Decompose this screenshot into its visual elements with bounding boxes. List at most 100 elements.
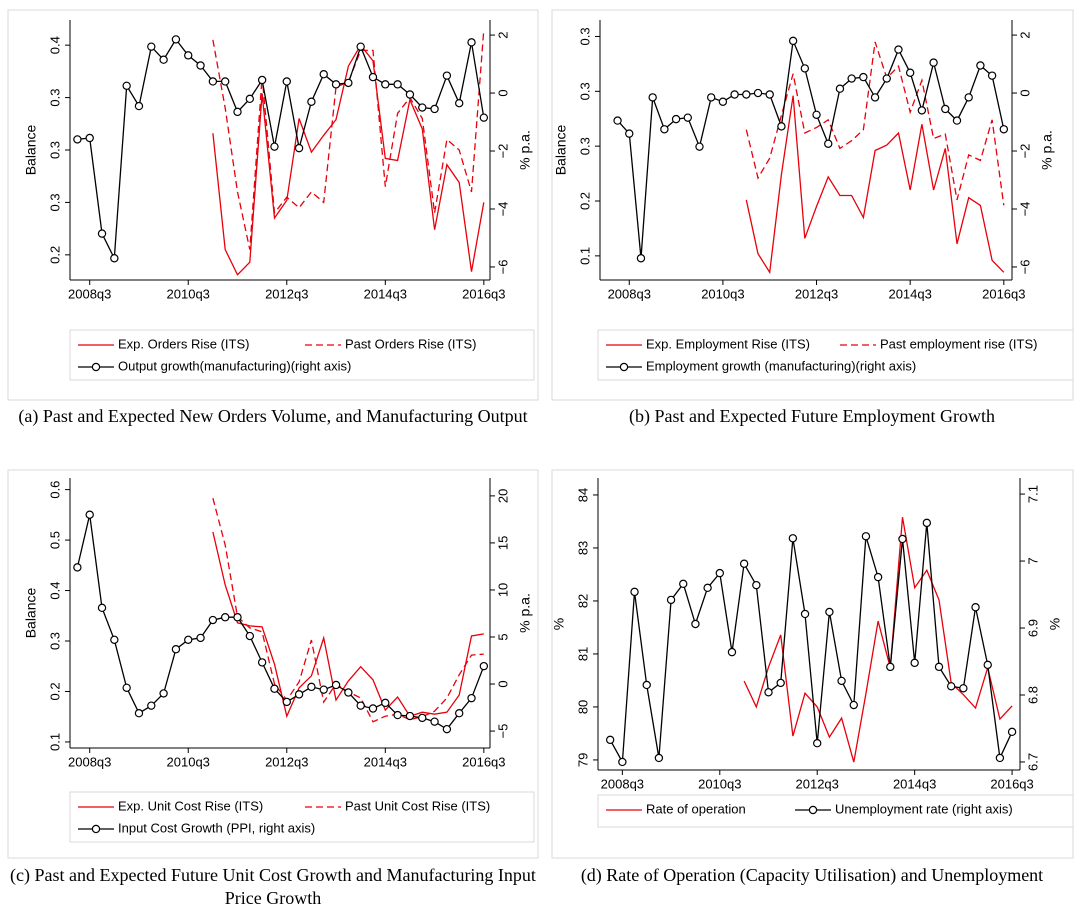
y-tick-label: 0.3 bbox=[47, 141, 62, 159]
point-marker bbox=[946, 682, 956, 691]
point-marker bbox=[368, 704, 378, 713]
legend-marker bbox=[91, 824, 101, 834]
point-marker bbox=[257, 658, 267, 667]
legend-marker bbox=[808, 805, 818, 815]
y2-tick-label: 20 bbox=[495, 489, 510, 503]
point-marker bbox=[455, 98, 464, 108]
point-marker bbox=[813, 739, 822, 748]
point-marker bbox=[660, 125, 669, 134]
point-marker bbox=[344, 688, 353, 697]
point-marker bbox=[233, 613, 242, 622]
point-marker bbox=[97, 603, 107, 613]
point-marker bbox=[952, 116, 962, 125]
point-marker bbox=[605, 735, 615, 745]
point-marker bbox=[245, 94, 255, 104]
point-marker bbox=[886, 662, 895, 672]
point-marker bbox=[73, 563, 82, 572]
point-marker bbox=[825, 607, 834, 617]
point-marker bbox=[706, 93, 716, 102]
point-marker bbox=[356, 42, 365, 51]
y2-tick-label: 6.8 bbox=[1025, 686, 1040, 704]
legend-label: Exp. Orders Rise (ITS) bbox=[118, 336, 249, 351]
y2-tick-label: 7.1 bbox=[1025, 485, 1040, 503]
point-marker bbox=[430, 104, 439, 114]
y-tick-label: 80 bbox=[575, 700, 590, 714]
point-marker bbox=[294, 690, 304, 699]
point-marker bbox=[331, 80, 341, 89]
legend-label: Employment growth (manufacturing)(right … bbox=[646, 358, 916, 373]
point-marker bbox=[307, 682, 316, 692]
point-marker bbox=[971, 603, 980, 612]
legend-label: Rate of operation bbox=[646, 801, 746, 816]
y-tick-label: 0.3 bbox=[47, 632, 62, 650]
legend-label: Exp. Employment Rise (ITS) bbox=[646, 336, 810, 351]
y2-tick-label: 0 bbox=[495, 680, 510, 687]
point-marker bbox=[405, 90, 415, 99]
series-line bbox=[212, 29, 485, 250]
point-marker bbox=[788, 534, 798, 543]
point-marker bbox=[257, 75, 267, 85]
series-line bbox=[617, 38, 1005, 259]
point-marker bbox=[835, 84, 845, 93]
x-tick-label: 2010q3 bbox=[698, 776, 741, 791]
y-tick-label: 0.3 bbox=[577, 27, 592, 45]
y-tick-label: 82 bbox=[575, 594, 590, 608]
point-marker bbox=[691, 619, 700, 629]
y-tick-label: 0.2 bbox=[577, 192, 592, 210]
point-marker bbox=[196, 633, 205, 643]
point-marker bbox=[929, 58, 938, 67]
y-tick-label: 84 bbox=[575, 488, 590, 502]
point-marker bbox=[910, 658, 919, 668]
point-marker bbox=[934, 662, 944, 672]
point-marker bbox=[849, 700, 858, 710]
x-tick-label: 2010q3 bbox=[701, 286, 744, 301]
point-marker bbox=[905, 68, 915, 77]
caption: (c) Past and Expected Future Unit Cost G… bbox=[10, 865, 536, 908]
point-marker bbox=[331, 680, 341, 690]
point-marker bbox=[294, 143, 304, 153]
y-tick-label: 0.5 bbox=[47, 531, 62, 549]
point-marker bbox=[999, 125, 1009, 134]
series-line bbox=[745, 41, 1005, 206]
x-tick-label: 2016q3 bbox=[990, 776, 1033, 791]
y2-tick-label: −6 bbox=[1017, 260, 1032, 275]
legend-marker bbox=[619, 362, 629, 372]
point-marker bbox=[1007, 727, 1017, 737]
point-marker bbox=[648, 93, 657, 102]
y-tick-label: 0.2 bbox=[47, 682, 62, 700]
point-marker bbox=[171, 645, 181, 654]
point-marker bbox=[742, 90, 751, 99]
panel-frame bbox=[551, 469, 1074, 859]
y-tick-label: 0.4 bbox=[47, 582, 62, 600]
y-axis-title: % bbox=[551, 618, 567, 630]
point-marker bbox=[73, 135, 82, 144]
series-line bbox=[212, 498, 484, 723]
caption: (b) Past and Expected Future Employment … bbox=[629, 406, 995, 426]
point-marker bbox=[368, 72, 378, 82]
point-marker bbox=[764, 688, 773, 697]
point-marker bbox=[270, 684, 279, 693]
point-marker bbox=[922, 518, 932, 528]
panel-frame bbox=[551, 9, 1074, 401]
x-tick-label: 2008q3 bbox=[608, 286, 651, 301]
point-marker bbox=[671, 114, 681, 124]
y-tick-label: 0.3 bbox=[47, 89, 62, 107]
point-marker bbox=[870, 93, 880, 102]
point-marker bbox=[442, 71, 452, 80]
legend-label: Exp. Unit Cost Rise (ITS) bbox=[118, 798, 263, 813]
panel-frame bbox=[7, 9, 539, 401]
legend-label: Past employment rise (ITS) bbox=[880, 336, 1038, 351]
y-tick-label: 0.4 bbox=[47, 36, 62, 54]
legend-marker bbox=[91, 362, 101, 372]
point-marker bbox=[208, 77, 218, 86]
point-marker bbox=[184, 51, 193, 60]
point-marker bbox=[679, 579, 688, 589]
y-tick-label: 0.2 bbox=[47, 246, 62, 264]
x-tick-label: 2016q3 bbox=[462, 286, 505, 301]
point-marker bbox=[800, 64, 810, 73]
point-marker bbox=[917, 106, 927, 115]
x-tick-label: 2014q3 bbox=[364, 286, 407, 301]
x-tick-label: 2016q3 bbox=[982, 286, 1025, 301]
x-tick-label: 2012q3 bbox=[795, 286, 838, 301]
point-marker bbox=[894, 45, 903, 54]
